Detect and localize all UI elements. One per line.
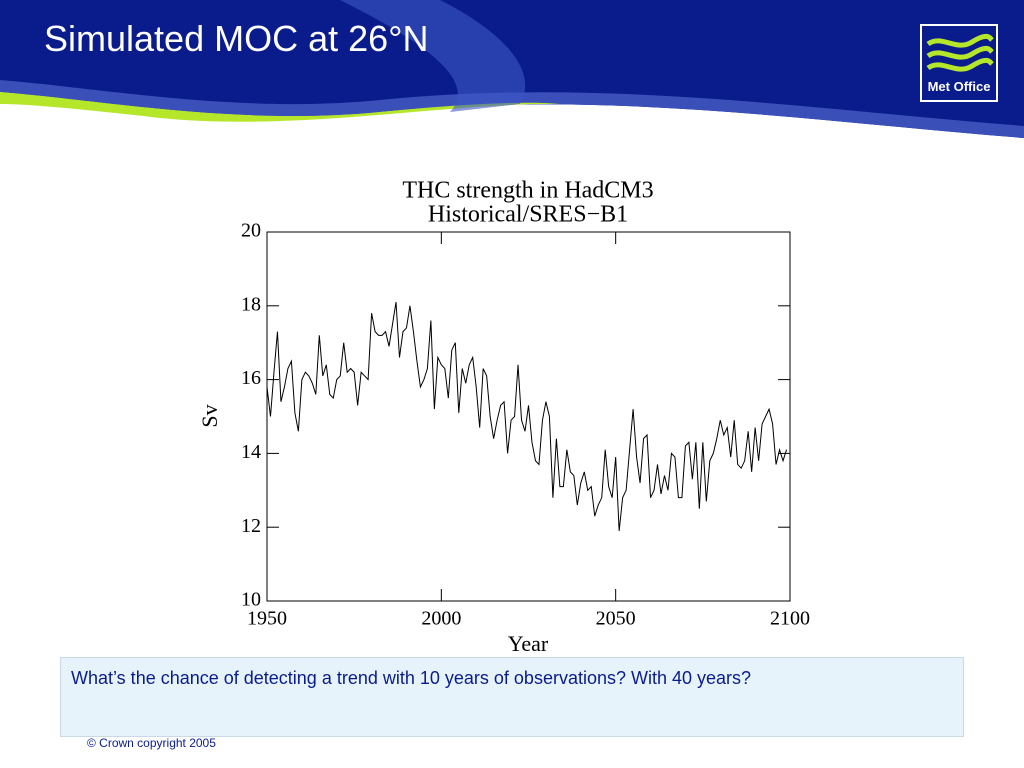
x-tick-label: 2100	[770, 608, 810, 630]
y-axis-label: Sv	[197, 404, 222, 427]
header-band	[0, 0, 1024, 138]
chart: THC strength in HadCM3 Historical/SRES−B…	[197, 178, 810, 657]
x-tick-label: 1950	[247, 608, 287, 630]
slide-title: Simulated MOC at 26°N	[44, 18, 429, 59]
plot-frame	[266, 231, 791, 602]
logo-text: Met Office	[927, 79, 991, 94]
x-tick-label: 2000	[421, 608, 461, 630]
x-axis-label: Year	[508, 631, 549, 656]
y-tick-label: 20	[241, 220, 261, 242]
x-tick-label: 2050	[596, 608, 636, 630]
y-tick-label: 10	[241, 589, 261, 611]
y-tick-label: 16	[241, 367, 261, 389]
series-line	[266, 302, 787, 531]
logo: Met Office	[920, 24, 998, 102]
y-tick-label: 18	[241, 293, 261, 315]
caption: What’s the chance of detecting a trend w…	[60, 657, 964, 737]
chart-subtitle: Historical/SRES−B1	[428, 202, 628, 228]
logo-waves	[926, 33, 994, 72]
chart-title: THC strength in HadCM3	[402, 178, 653, 204]
y-tick-label: 14	[241, 441, 261, 463]
footer: © Crown copyright 2005	[87, 736, 216, 750]
y-tick-label: 12	[241, 515, 261, 537]
